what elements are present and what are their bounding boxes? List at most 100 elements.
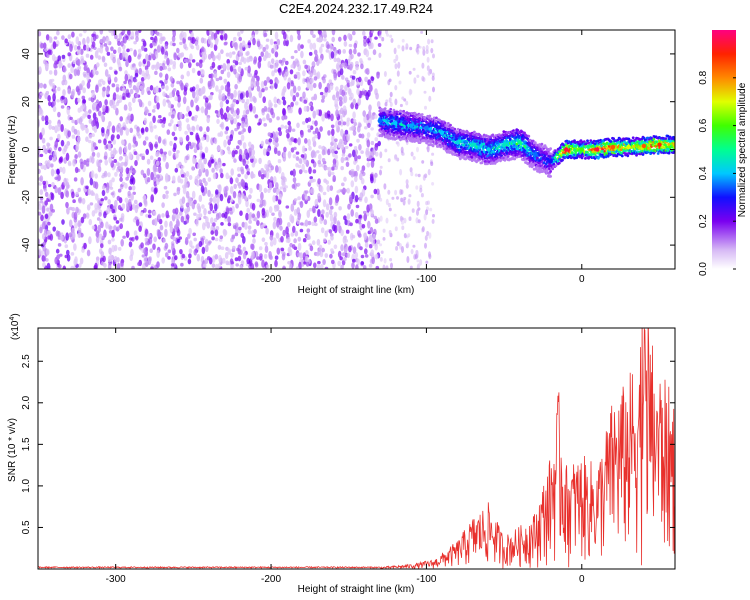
noise-cell [227, 248, 232, 255]
noise-cell [191, 165, 195, 171]
noise-cell [263, 253, 268, 259]
noise-cell [224, 211, 228, 219]
noise-cell [132, 85, 137, 91]
noise-cell [322, 191, 327, 196]
noise-cell [132, 136, 137, 145]
noise-cell [312, 69, 317, 76]
noise-cell [426, 230, 430, 237]
noise-cell [223, 139, 227, 148]
noise-cell [410, 151, 414, 157]
noise-cell [176, 238, 181, 243]
noise-cell [47, 221, 51, 226]
noise-cell [223, 41, 228, 46]
noise-cell [163, 151, 167, 155]
signal-cell [405, 121, 409, 125]
noise-cell [159, 72, 163, 78]
noise-cell [244, 66, 249, 71]
noise-cell [50, 192, 55, 201]
noise-cell [39, 189, 44, 196]
noise-cell [277, 99, 282, 105]
noise-cell [422, 49, 426, 56]
noise-cell [372, 233, 376, 241]
noise-cell [248, 73, 253, 78]
noise-cell [295, 266, 300, 269]
noise-cell [333, 69, 337, 75]
noise-cell [170, 119, 174, 124]
noise-cell [93, 125, 98, 133]
noise-cell [287, 106, 292, 114]
noise-cell [304, 195, 309, 201]
noise-cell [199, 77, 204, 84]
noise-cell [128, 198, 132, 207]
noise-cell [60, 105, 65, 109]
signal-cell [505, 146, 509, 149]
noise-cell [378, 52, 382, 58]
noise-cell [140, 127, 145, 134]
noise-cell [292, 95, 297, 102]
noise-cell [94, 181, 99, 190]
noise-cell [367, 122, 371, 128]
noise-cell [38, 162, 42, 167]
noise-cell [42, 42, 47, 49]
noise-cell [137, 55, 141, 60]
signal-cell [539, 144, 543, 148]
noise-cell [290, 136, 295, 142]
noise-cell [168, 122, 172, 127]
noise-cell [332, 163, 337, 168]
signal-cell [480, 161, 484, 165]
noise-cell [350, 53, 354, 60]
noise-cell [183, 43, 187, 50]
noise-cell [347, 203, 351, 210]
noise-cell [308, 179, 313, 184]
noise-cell [340, 264, 344, 269]
noise-cell [195, 36, 200, 41]
noise-cell [167, 249, 172, 254]
noise-cell [318, 145, 322, 149]
noise-cell [85, 44, 90, 52]
noise-cell [390, 38, 394, 43]
noise-cell [312, 178, 316, 183]
noise-cell [301, 258, 305, 267]
noise-cell [238, 148, 243, 156]
noise-cell [77, 151, 82, 158]
noise-cell [185, 155, 189, 161]
noise-cell [230, 252, 234, 258]
noise-cell [348, 96, 353, 101]
noise-cell [340, 128, 344, 137]
noise-cell [296, 122, 300, 129]
noise-cell [360, 150, 364, 155]
noise-cell [149, 43, 154, 49]
noise-cell [352, 111, 356, 119]
noise-cell [393, 58, 397, 64]
noise-cell [212, 172, 217, 180]
noise-cell [245, 90, 250, 98]
noise-cell [88, 109, 92, 114]
signal-cell [390, 119, 394, 123]
noise-cell [82, 113, 86, 119]
noise-cell [39, 226, 43, 234]
noise-cell [383, 258, 387, 264]
noise-cell [262, 148, 267, 156]
noise-cell [295, 60, 300, 67]
signal-cell [443, 121, 447, 125]
noise-cell [297, 182, 301, 187]
noise-cell [172, 42, 176, 47]
noise-cell [73, 128, 78, 135]
noise-cell [79, 48, 84, 55]
noise-cell [186, 105, 190, 113]
noise-cell [423, 213, 427, 221]
noise-cell [319, 185, 324, 193]
noise-cell [81, 95, 86, 100]
noise-cell [126, 48, 130, 53]
noise-cell [407, 233, 411, 238]
noise-cell [344, 145, 349, 150]
noise-cell [260, 224, 264, 229]
noise-cell [89, 54, 94, 60]
noise-cell [140, 77, 145, 82]
noise-cell [267, 52, 271, 59]
noise-cell [207, 53, 212, 60]
noise-cell [315, 127, 319, 134]
noise-cell [368, 203, 373, 210]
noise-cell [113, 225, 117, 231]
